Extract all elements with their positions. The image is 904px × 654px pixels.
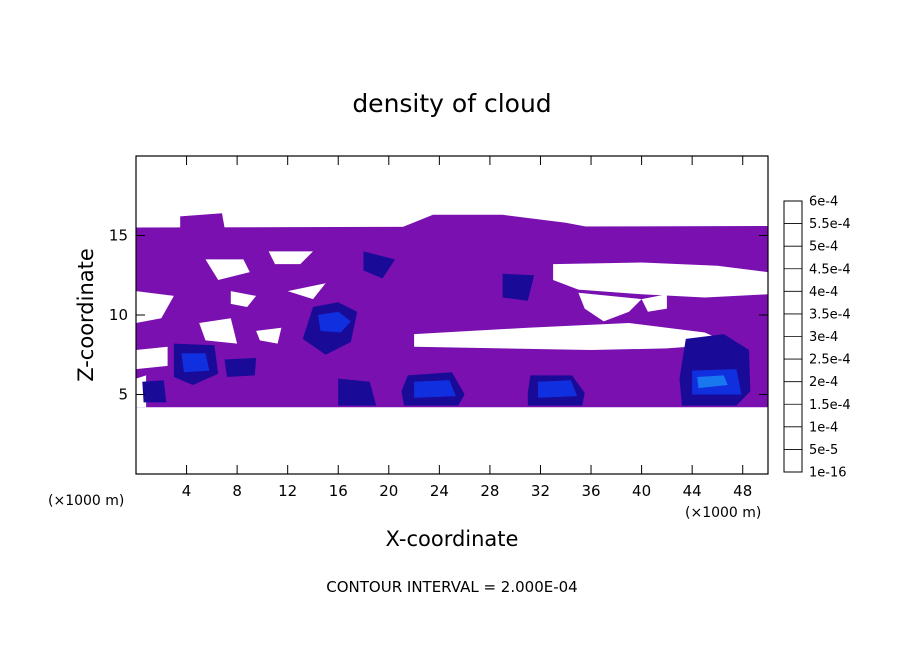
x-axis-title: X-coordinate bbox=[386, 527, 519, 551]
x-tick-label: 8 bbox=[232, 482, 242, 500]
x-unit-left-label: (×1000 m) bbox=[48, 493, 124, 509]
colorbar-label: 3e-4 bbox=[809, 330, 838, 345]
x-axis-ticks: 4 8 12 16 20 24 28 32 36 40 44 48 bbox=[182, 156, 752, 500]
x-tick-label: 48 bbox=[733, 482, 752, 500]
cloud-gap-region bbox=[641, 294, 667, 312]
cloud-region-level-1 bbox=[502, 273, 535, 301]
cloud-region-level-1 bbox=[338, 378, 377, 406]
cloud-region-level-1 bbox=[363, 251, 396, 279]
cloud-gap-region bbox=[230, 291, 257, 307]
y-tick-label: 10 bbox=[109, 306, 128, 324]
colorbar-label: 5e-4 bbox=[809, 240, 838, 255]
colorbar: 1e-16 5e-5 1e-4 1.5e-4 2e-4 2.5e-4 3e-4 3.5e-4 4… bbox=[783, 195, 851, 481]
cloud-gap-region bbox=[414, 323, 731, 350]
cloud-gap-region bbox=[553, 262, 768, 298]
cloud-gap-region bbox=[205, 259, 250, 280]
y-axis-ticks: 5 10 15 bbox=[109, 227, 768, 404]
cloud-region-level-2 bbox=[181, 353, 210, 373]
x-tick-label: 24 bbox=[430, 482, 449, 500]
cloud-gap-region bbox=[199, 318, 238, 344]
cloud-region-level-1 bbox=[224, 357, 257, 377]
cloud-gap-region bbox=[256, 327, 282, 344]
x-tick-label: 12 bbox=[278, 482, 297, 500]
cloud-region-level-0 bbox=[180, 213, 225, 228]
cloud-gap-region bbox=[287, 283, 326, 300]
cloud-region-level-2 bbox=[318, 311, 351, 333]
colorbar-label: 6e-4 bbox=[809, 195, 838, 210]
x-tick-label: 36 bbox=[581, 482, 600, 500]
cloud-gap-region bbox=[268, 251, 313, 265]
cloud-gap-region bbox=[136, 346, 168, 370]
x-tick-label: 20 bbox=[379, 482, 398, 500]
cloud-region-level-0 bbox=[401, 214, 591, 228]
colorbar-label: 3.5e-4 bbox=[809, 307, 851, 322]
x-tick-label: 40 bbox=[632, 482, 651, 500]
y-tick-label: 5 bbox=[118, 386, 128, 404]
colorbar-label: 1e-4 bbox=[809, 420, 838, 435]
contour-interval-note: CONTOUR INTERVAL = 2.000E-04 bbox=[326, 578, 577, 596]
x-tick-label: 28 bbox=[480, 482, 499, 500]
colorbar-label: 4e-4 bbox=[809, 285, 838, 300]
y-tick-label: 15 bbox=[109, 227, 128, 245]
colorbar-label: 1e-16 bbox=[809, 466, 847, 481]
cloud-region-level-3 bbox=[697, 375, 728, 389]
x-tick-label: 16 bbox=[329, 482, 348, 500]
cloud-density-field bbox=[136, 213, 768, 408]
x-tick-label: 32 bbox=[531, 482, 550, 500]
cloud-gap-region bbox=[136, 291, 174, 323]
colorbar-label: 2e-4 bbox=[809, 375, 838, 390]
cloud-region-level-1 bbox=[142, 380, 167, 403]
cloud-region-level-2 bbox=[414, 380, 456, 398]
cloud-gap-region bbox=[578, 292, 642, 322]
colorbar-label: 5e-5 bbox=[809, 443, 838, 458]
x-unit-right-label: (×1000 m) bbox=[685, 505, 761, 521]
colorbar-label: 2.5e-4 bbox=[809, 353, 851, 368]
cloud-region-level-2 bbox=[538, 380, 578, 398]
x-tick-label: 44 bbox=[683, 482, 702, 500]
colorbar-label: 1.5e-4 bbox=[809, 398, 851, 413]
colorbar-label: 4.5e-4 bbox=[809, 262, 851, 277]
colorbar-label: 5.5e-4 bbox=[809, 217, 851, 232]
y-axis-title: Z-coordinate bbox=[74, 248, 98, 382]
x-tick-label: 4 bbox=[182, 482, 192, 500]
chart-title: density of cloud bbox=[352, 89, 551, 118]
